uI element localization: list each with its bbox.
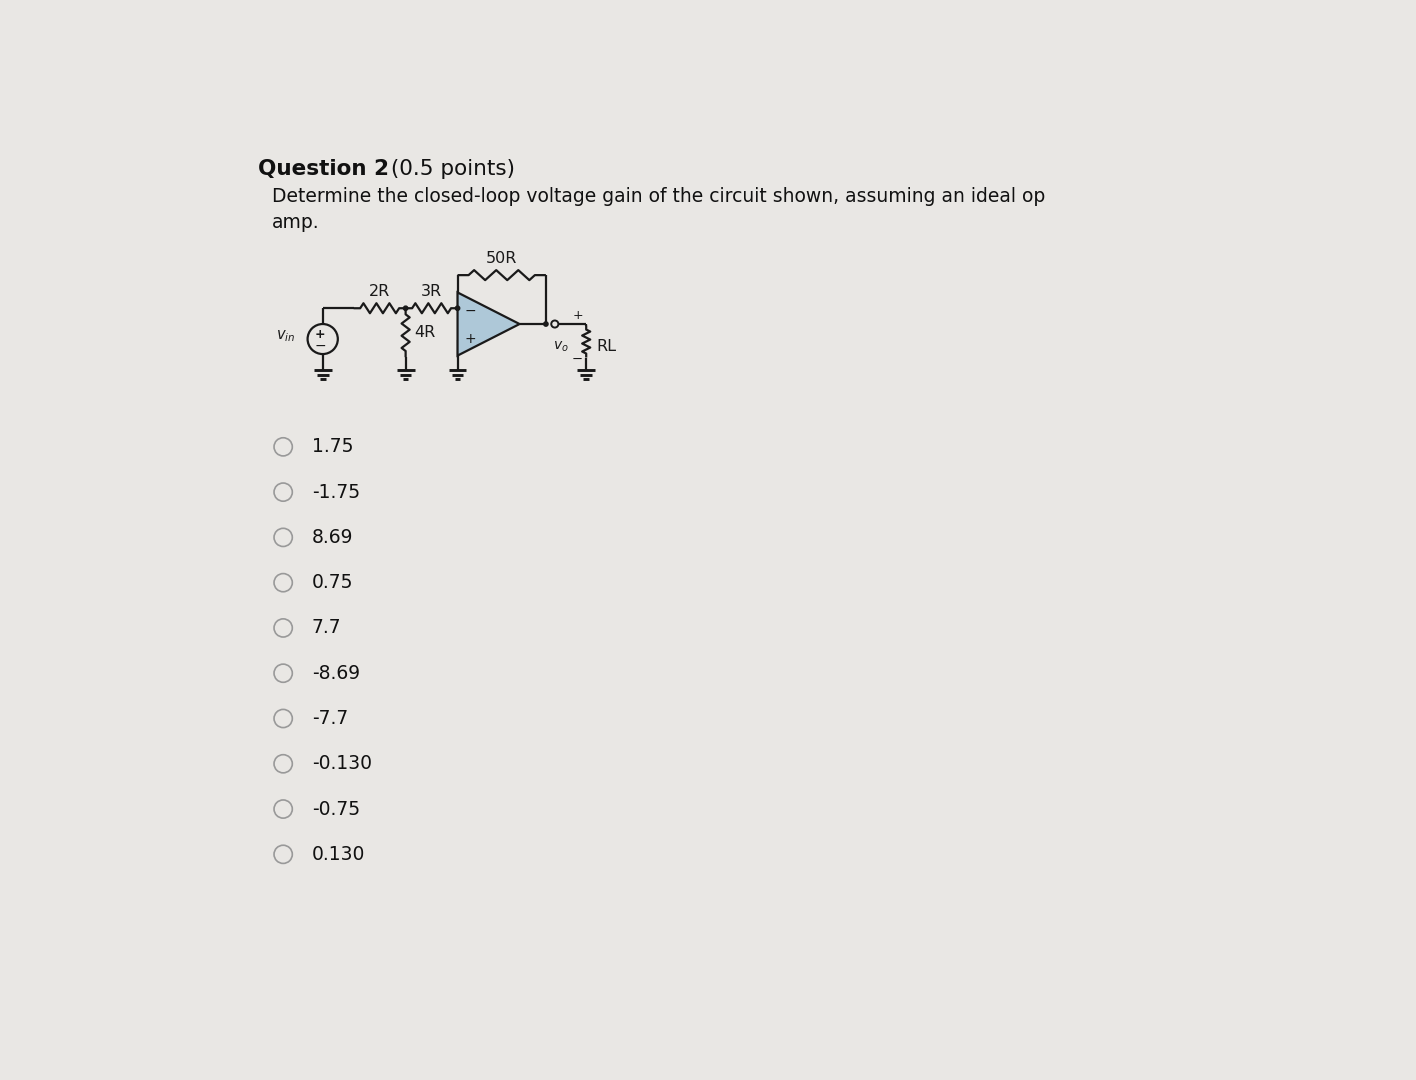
Text: Determine the closed-loop voltage gain of the circuit shown, assuming an ideal o: Determine the closed-loop voltage gain o…: [272, 187, 1045, 205]
Text: (0.5 points): (0.5 points): [384, 159, 515, 179]
Text: RL: RL: [596, 339, 616, 354]
Polygon shape: [457, 293, 520, 355]
Text: $v_o$: $v_o$: [554, 340, 569, 354]
Text: +: +: [572, 309, 583, 322]
Text: -8.69: -8.69: [312, 664, 360, 683]
Text: 4R: 4R: [415, 325, 436, 340]
Text: 50R: 50R: [486, 252, 517, 267]
Text: 0.130: 0.130: [312, 845, 365, 864]
Circle shape: [404, 306, 408, 310]
Text: 1.75: 1.75: [312, 437, 354, 457]
Circle shape: [544, 322, 548, 326]
Text: $v_{in}$: $v_{in}$: [276, 328, 295, 343]
Text: -1.75: -1.75: [312, 483, 360, 501]
Text: −: −: [572, 353, 583, 366]
Text: 3R: 3R: [421, 284, 442, 299]
Text: −: −: [464, 305, 477, 319]
Circle shape: [551, 321, 558, 327]
Text: -0.75: -0.75: [312, 799, 360, 819]
Text: amp.: amp.: [272, 213, 319, 232]
Text: 8.69: 8.69: [312, 528, 354, 546]
Circle shape: [456, 306, 460, 310]
Text: +: +: [316, 327, 326, 340]
Text: -7.7: -7.7: [312, 708, 348, 728]
Text: 0.75: 0.75: [312, 573, 354, 592]
Text: 2R: 2R: [370, 284, 391, 299]
Text: Question 2: Question 2: [258, 159, 389, 179]
Text: -0.130: -0.130: [312, 754, 372, 773]
Text: −: −: [314, 339, 326, 352]
Text: +: +: [464, 332, 477, 346]
Text: 7.7: 7.7: [312, 619, 341, 637]
